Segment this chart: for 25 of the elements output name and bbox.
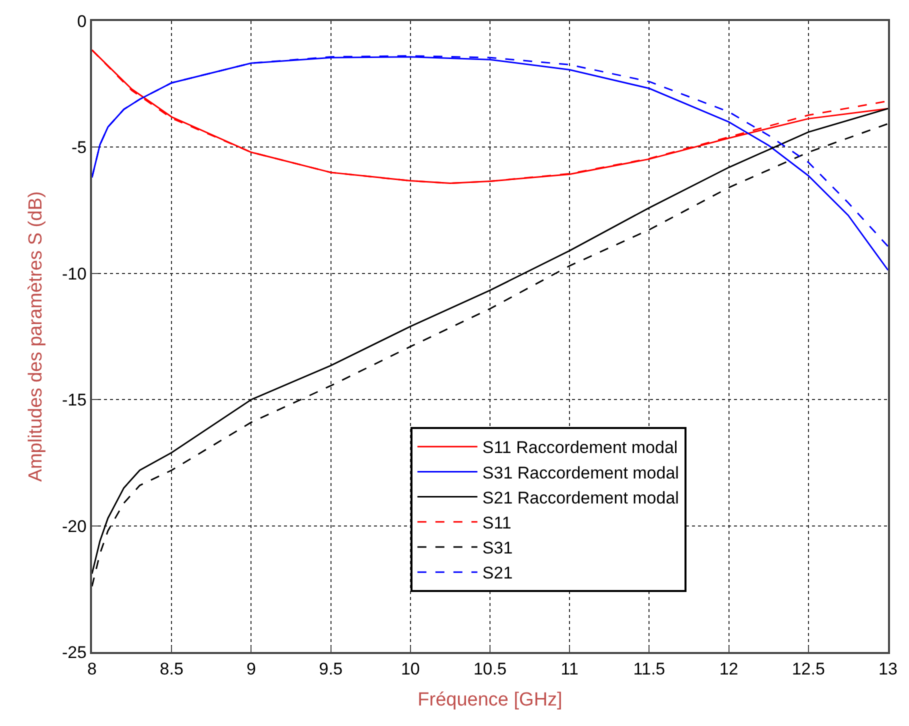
x-tick-label: 11 <box>560 659 578 678</box>
x-tick-label: 9.5 <box>318 659 343 678</box>
x-tick-label: 9 <box>246 659 256 678</box>
x-tick-label: 13 <box>878 659 898 678</box>
y-tick-label: 0 <box>77 12 87 31</box>
x-tick-label: 12.5 <box>792 659 825 678</box>
y-tick-label: -25 <box>62 642 87 662</box>
x-tick-label: 8 <box>87 659 97 678</box>
y-tick-label: -5 <box>71 138 87 158</box>
x-tick-label: 10.5 <box>473 659 507 678</box>
legend-label: S31 Raccordement modal <box>482 463 679 482</box>
legend-label: S21 <box>482 564 513 583</box>
y-axis-title: Amplitudes des paramètres S (dB) <box>25 191 46 482</box>
x-axis-title: Fréquence [GHz] <box>418 690 562 711</box>
legend-label: S31 <box>482 538 513 558</box>
x-tick-label: 8.5 <box>160 659 184 678</box>
y-tick-label: -15 <box>62 390 87 410</box>
x-tick-label: 10 <box>400 659 420 678</box>
y-tick-label: -20 <box>62 516 87 536</box>
x-tick-label: 11.5 <box>633 659 666 678</box>
x-tick-label: 12 <box>719 659 738 678</box>
y-tick-label: -10 <box>62 264 87 284</box>
legend-label: S21 Raccordement modal <box>482 488 679 508</box>
legend-label: S11 <box>482 514 512 533</box>
legend-label: S11 Raccordement modal <box>482 438 678 458</box>
